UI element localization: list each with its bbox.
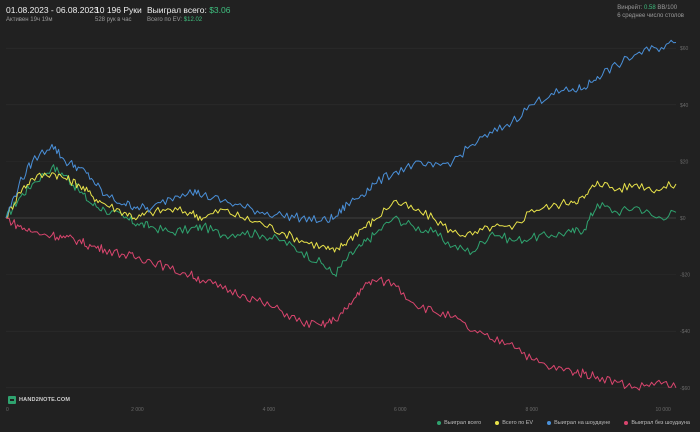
winrate: Винрейт: 0.58 BB/100 — [617, 5, 684, 11]
legend-dot-icon — [495, 421, 500, 425]
legend-item-showdown[interactable]: Выиграл на шоудауне — [547, 420, 610, 426]
y-tick-label: -$60 — [680, 386, 690, 392]
winnings-block: Выиграл всего: $3.06 Всего по EV: $12.02 — [147, 5, 230, 23]
date-range: 01.08.2023 - 06.08.2023 — [6, 5, 99, 15]
legend-label: Выиграл всего — [444, 420, 482, 426]
x-tick-label: 4 000 — [263, 407, 276, 413]
hand2note-logo: HAND2NOTE.COM — [8, 396, 70, 404]
won-total: Выиграл всего: $3.06 — [147, 5, 230, 15]
avg-tables: 6 среднее число столов — [617, 13, 684, 19]
hands-block: 10 196 Руки 528 рук в час — [95, 5, 142, 23]
legend-item-ev[interactable]: Всего по EV — [495, 420, 533, 426]
series-line-0 — [5, 164, 677, 277]
y-tick-label: -$20 — [680, 273, 690, 279]
hands-count: 10 196 Руки — [95, 5, 142, 15]
grid-lines — [6, 47, 676, 389]
ev-total: Всего по EV: $12.02 — [147, 17, 230, 23]
hands-per-hour: 528 рук в час — [95, 17, 132, 23]
x-tick-label: 6 000 — [394, 407, 407, 413]
ev-total-label: Всего по EV: — [147, 17, 183, 23]
hand2note-logo-icon — [8, 396, 16, 404]
y-tick-label: -$40 — [680, 329, 690, 335]
x-tick-label: 0 — [6, 407, 9, 413]
y-tick-label: $60 — [680, 46, 689, 52]
won-total-value: $3.06 — [209, 5, 231, 15]
logo-text: HAND2NOTE.COM — [19, 397, 71, 403]
stats-header: 01.08.2023 - 06.08.2023 Активен 19ч 19м … — [0, 0, 700, 28]
legend-label: Выиграл на шоудауне — [554, 420, 611, 426]
date-block: 01.08.2023 - 06.08.2023 Активен 19ч 19м — [6, 5, 99, 23]
ev-total-value: $12.02 — [183, 17, 203, 23]
x-tick-labels: 0 2 000 4 000 6 000 8 000 10 000 — [6, 407, 671, 413]
legend: Выиграл всего Всего по EV Выиграл на шоу… — [437, 420, 690, 426]
x-tick-label: 8 000 — [525, 407, 538, 413]
y-tick-labels: $60 $40 $20 $0 -$20 -$40 -$60 — [680, 46, 690, 392]
active-time: Активен 19ч 19м — [6, 17, 53, 23]
x-tick-label: 2 000 — [131, 407, 144, 413]
x-tick-label: 10 000 — [655, 407, 671, 413]
series-line-2 — [5, 39, 677, 224]
legend-item-non-showdown[interactable]: Выиграл без шоудауна — [624, 420, 690, 426]
series-lines — [5, 39, 677, 391]
legend-label: Выиграл без шоудауна — [631, 420, 690, 426]
legend-item-won-total[interactable]: Выиграл всего — [437, 420, 481, 426]
y-tick-label: $20 — [680, 159, 689, 165]
y-tick-label: $40 — [680, 103, 689, 109]
legend-label: Всего по EV — [502, 420, 534, 426]
won-total-label: Выиграл всего: — [147, 5, 207, 15]
legend-dot-icon — [624, 421, 629, 425]
y-tick-label: $0 — [680, 216, 686, 222]
series-line-3 — [5, 217, 677, 391]
legend-dot-icon — [437, 421, 442, 425]
winrate-unit: BB/100 — [657, 5, 678, 11]
winrate-value: 0.58 — [644, 5, 656, 11]
series-line-1 — [5, 172, 677, 253]
legend-dot-icon — [547, 421, 552, 425]
winrate-block: Винрейт: 0.58 BB/100 6 среднее число сто… — [617, 5, 684, 19]
winrate-label: Винрейт: — [617, 5, 643, 11]
